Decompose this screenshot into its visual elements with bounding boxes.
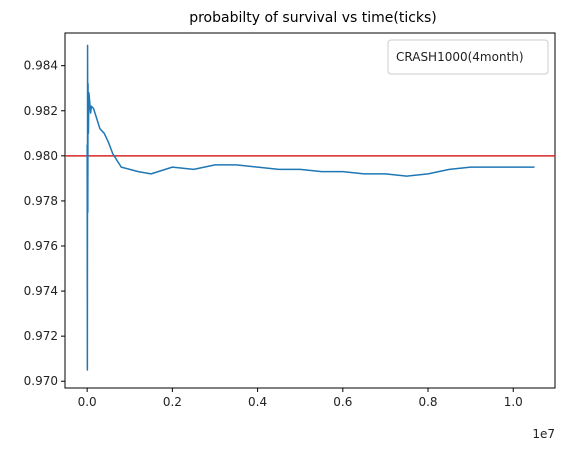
legend-box: [387, 39, 549, 75]
x-tick-label: 0.6: [333, 395, 352, 409]
x-tick-label: 1.0: [504, 395, 523, 409]
y-tick-label: 0.980: [24, 149, 58, 163]
y-axis-ticks: 0.970 0.972 0.974 0.976 0.978 0.980 0.982 0.984: [24, 59, 65, 388]
x-tick-label: 0.8: [418, 395, 437, 409]
plot-area: [64, 32, 556, 389]
legend: CRASH1000(4month): [387, 39, 549, 75]
y-tick-label: 0.982: [24, 104, 58, 118]
x-tick-label: 0.2: [163, 395, 182, 409]
legend-label: CRASH1000(4month): [396, 50, 524, 64]
chart-title: probabilty of survival vs time(ticks): [189, 10, 437, 26]
x-tick-label: 0.4: [248, 395, 267, 409]
y-tick-label: 0.972: [24, 329, 58, 343]
x-axis-ticks: 0.0 0.2 0.4 0.6 0.8 1.0: [78, 388, 523, 409]
series-line: [86, 44, 535, 371]
x-tick-label: 0.0: [78, 395, 97, 409]
y-tick-label: 0.984: [24, 59, 58, 73]
axes-frame: [64, 32, 556, 389]
x-axis-offset-label: 1e7: [532, 427, 555, 441]
y-tick-label: 0.970: [24, 374, 58, 388]
y-tick-label: 0.974: [24, 284, 58, 298]
y-tick-label: 0.978: [24, 194, 58, 208]
y-tick-label: 0.976: [24, 239, 58, 253]
